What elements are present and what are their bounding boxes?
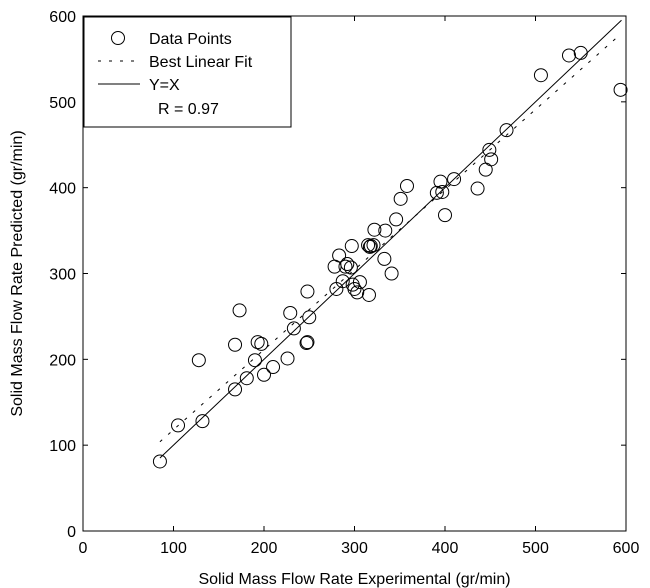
- x-tick-label: 0: [79, 540, 88, 557]
- data-point: [280, 351, 295, 366]
- data-point: [378, 223, 393, 238]
- data-point: [362, 239, 377, 254]
- data-point: [195, 414, 210, 429]
- data-point: [239, 371, 254, 386]
- y-tick-label: 500: [49, 95, 76, 112]
- legend-box: [83, 16, 292, 128]
- y-tick-label: 300: [49, 267, 76, 284]
- y-tick-label: 100: [49, 438, 76, 455]
- data-point: [384, 266, 399, 281]
- tick-labels: 0 100 200 300 400 500 600 0 100 200 300 400 500 600: [49, 9, 639, 557]
- data-point: [191, 353, 206, 368]
- y-axis-label: Solid Mass Flow Rate Predicted (gr/min): [9, 130, 26, 416]
- data-point: [300, 335, 315, 350]
- data-point: [302, 310, 317, 325]
- data-point: [232, 303, 247, 318]
- data-point: [352, 275, 367, 290]
- legend-entry-data-points: Data Points: [149, 31, 232, 48]
- data-point: [350, 285, 365, 300]
- y-tick-label: 600: [49, 9, 76, 26]
- x-tick-label: 500: [522, 540, 549, 557]
- y-tick-label: 400: [49, 181, 76, 198]
- data-point: [433, 174, 448, 189]
- data-point: [257, 367, 271, 382]
- data-point: [393, 191, 408, 206]
- data-point: [447, 172, 462, 187]
- x-axis-label: Solid Mass Flow Rate Experimental (gr/mi…: [198, 571, 510, 588]
- legend-circle-marker-icon: [111, 31, 125, 45]
- x-tick-label: 600: [613, 540, 640, 557]
- data-point: [299, 336, 314, 351]
- data-point: [573, 45, 588, 60]
- data-point: [377, 251, 392, 266]
- data-point: [228, 337, 243, 352]
- data-point: [283, 305, 298, 320]
- x-tick-label: 300: [341, 540, 368, 557]
- data-point: [344, 239, 359, 254]
- fit-lines: [159, 19, 622, 459]
- data-point: [366, 238, 381, 253]
- data-point: [171, 418, 186, 433]
- data-point: [361, 287, 376, 302]
- data-point: [499, 123, 514, 138]
- data-point: [286, 321, 301, 336]
- data-point: [613, 82, 628, 97]
- data-point: [300, 284, 315, 299]
- best-linear-fit-line: [159, 37, 618, 443]
- identity-line: [159, 19, 622, 459]
- y-tick-label: 200: [49, 352, 76, 369]
- data-point: [152, 454, 167, 469]
- data-point: [399, 178, 414, 193]
- data-point: [484, 152, 499, 167]
- data-point: [429, 185, 444, 200]
- x-tick-label: 400: [432, 540, 459, 557]
- data-point: [266, 360, 281, 375]
- data-point: [533, 68, 548, 83]
- data-point: [340, 257, 355, 272]
- data-point: [367, 222, 382, 237]
- data-point: [338, 259, 353, 274]
- data-point: [482, 142, 497, 157]
- data-point: [247, 353, 262, 368]
- data-point: [389, 212, 404, 227]
- data-point: [254, 336, 269, 351]
- data-point: [343, 260, 358, 275]
- data-point: [335, 274, 350, 289]
- data-point: [438, 208, 452, 223]
- legend-entry-best-fit: Best Linear Fit: [149, 54, 253, 71]
- data-points: [152, 45, 628, 469]
- data-point: [250, 335, 265, 350]
- data-point: [470, 181, 485, 196]
- legend: Data Points Best Linear Fit Y=X R = 0.97: [83, 16, 292, 128]
- y-tick-label: 0: [67, 524, 76, 541]
- legend-r-value: R = 0.97: [158, 101, 219, 118]
- data-point: [228, 382, 243, 397]
- data-point: [435, 184, 450, 199]
- x-tick-label: 200: [251, 540, 278, 557]
- data-point: [332, 248, 347, 263]
- legend-entry-identity: Y=X: [149, 77, 180, 94]
- x-tick-label: 100: [160, 540, 187, 557]
- data-point: [561, 48, 576, 63]
